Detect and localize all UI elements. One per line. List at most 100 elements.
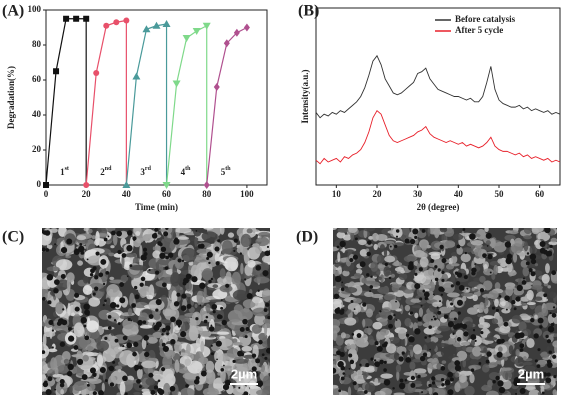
sem-grain — [452, 233, 464, 241]
sem-pore — [94, 286, 99, 291]
sem-grain — [196, 290, 203, 304]
sem-grain — [500, 367, 512, 371]
sem-grain — [534, 314, 538, 320]
sem-pore — [104, 336, 108, 340]
sem-grain — [44, 292, 48, 299]
sem-pore — [352, 254, 359, 260]
sem-grain — [49, 326, 53, 339]
sem-grain — [414, 312, 419, 319]
sem-grain — [333, 325, 340, 334]
sem-grain — [510, 243, 523, 254]
sem-pore — [552, 306, 556, 309]
sem-grain — [96, 354, 104, 367]
marker — [152, 21, 161, 29]
sem-pore — [210, 277, 214, 281]
sem-grain — [177, 383, 183, 389]
sem-grain — [356, 391, 367, 395]
sem-pore — [374, 361, 381, 368]
marker — [93, 70, 100, 76]
sem-pore — [177, 258, 182, 263]
sem-pore — [405, 356, 412, 363]
x-tick-label: 20 — [373, 189, 383, 199]
sem-pore — [340, 376, 345, 381]
sem-grain — [483, 384, 487, 388]
sem-pore — [68, 335, 75, 342]
sem-grain — [550, 237, 557, 243]
sem-pore — [160, 246, 167, 253]
sem-grain — [50, 357, 58, 371]
sem-pore — [455, 323, 461, 329]
sem-pore — [546, 339, 552, 344]
sem-grain — [106, 283, 120, 298]
sem-pore — [365, 363, 370, 368]
sem-pore — [348, 368, 351, 370]
sem-grain — [60, 389, 64, 395]
sem-pore — [441, 270, 445, 274]
cycle-suffix: th — [185, 166, 191, 172]
sem-grain — [400, 337, 406, 347]
sem-pore — [76, 358, 84, 365]
sem-pore — [492, 379, 496, 384]
sem-pore — [552, 354, 557, 359]
series-line — [125, 23, 167, 186]
sem-pore — [124, 392, 128, 395]
sem-grain — [135, 231, 141, 237]
sem-grain — [345, 311, 350, 315]
sem-pore — [529, 253, 537, 260]
sem-grain — [552, 340, 557, 348]
sem-pore — [199, 282, 206, 289]
sem-grain — [472, 346, 482, 357]
sem-pore — [47, 300, 52, 305]
sem-grain — [438, 306, 452, 314]
sem-pore — [122, 344, 125, 348]
sem-pore — [221, 319, 227, 326]
sem-grain — [89, 282, 105, 290]
sem-grain — [497, 258, 504, 264]
sem-grain — [523, 235, 532, 240]
sem-pore — [480, 330, 484, 335]
sem-pore — [464, 251, 468, 255]
sem-pore — [185, 273, 192, 280]
sem-grain — [385, 343, 397, 354]
sem-pore — [178, 325, 181, 328]
sem-pore — [107, 326, 112, 330]
sem-grain — [174, 228, 192, 234]
sem-pore — [340, 365, 346, 371]
sem-pore — [155, 298, 162, 306]
sem-pore — [450, 302, 454, 306]
sem-grain — [488, 290, 499, 300]
sem-pore — [78, 245, 85, 253]
sem-grain — [534, 263, 539, 267]
sem-pore — [419, 297, 423, 301]
sem-grain — [364, 291, 374, 298]
marker — [233, 28, 240, 37]
sem-grain — [501, 301, 506, 307]
sem-pore — [79, 242, 83, 246]
sem-grain — [255, 236, 270, 247]
sem-grain — [471, 287, 476, 291]
sem-grain — [344, 369, 355, 375]
sem-grain — [171, 290, 178, 305]
sem-grain — [541, 307, 549, 317]
sem-pore — [367, 240, 372, 245]
sem-grain — [444, 240, 456, 249]
sem-pore — [366, 251, 371, 257]
sem-pore — [550, 322, 555, 327]
sem-pore — [233, 238, 238, 243]
sem-pore — [399, 378, 404, 383]
x-tick-label: 80 — [202, 189, 212, 199]
sem-pore — [525, 261, 530, 266]
sem-grain — [482, 280, 493, 291]
sem-pore — [333, 367, 337, 374]
sem-pore — [547, 362, 553, 368]
sem-pore — [129, 264, 133, 268]
sem-grain — [412, 358, 423, 363]
sem-pore — [486, 245, 489, 247]
sem-pore — [42, 247, 46, 252]
sem-grain — [430, 253, 441, 260]
sem-pore — [536, 364, 541, 369]
sem-grain — [494, 282, 501, 290]
sem-pore — [163, 231, 169, 237]
sem-grain — [481, 364, 490, 373]
sem-grain — [243, 307, 250, 313]
